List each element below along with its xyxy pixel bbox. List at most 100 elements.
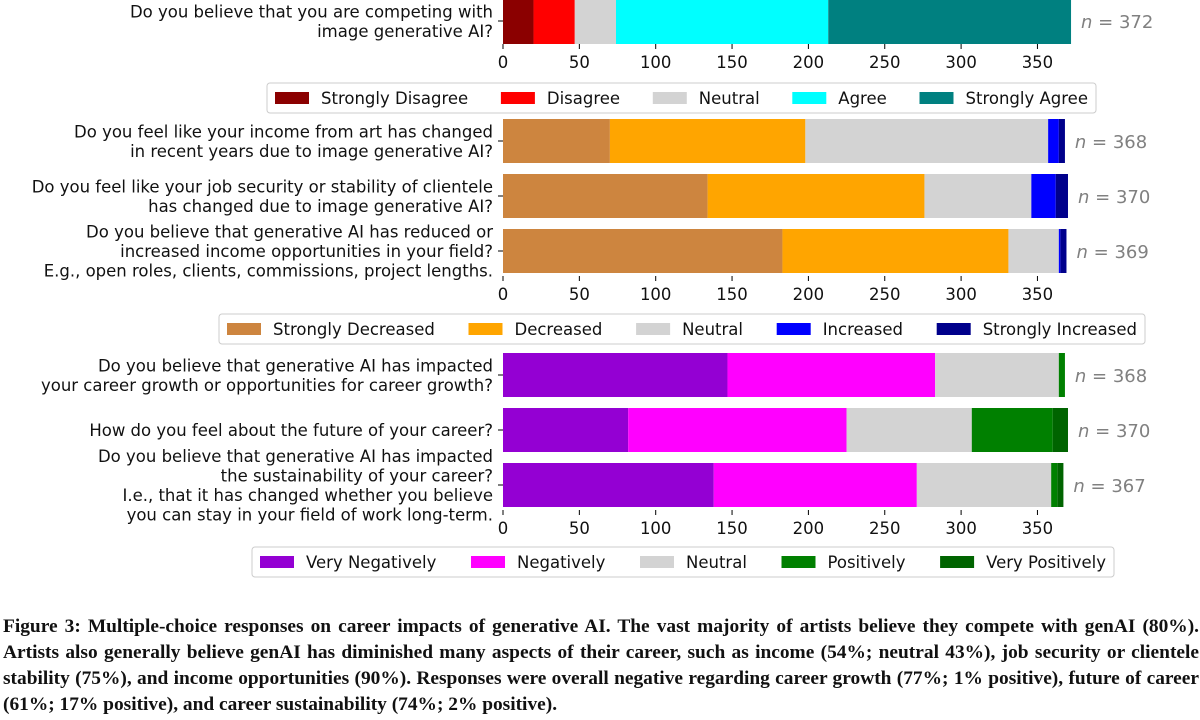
- legend-swatch-strongly-increased: [936, 323, 971, 335]
- bar-segment-increased: [1058, 229, 1061, 273]
- bar-segment-agree: [616, 0, 829, 44]
- n-label: n = 372: [1081, 12, 1153, 33]
- question-label: your career growth or opportunities for …: [41, 376, 493, 395]
- x-tick-label: 200: [793, 285, 825, 304]
- question-label: E.g., open roles, clients, commissions, …: [44, 262, 493, 281]
- x-tick-label: 150: [716, 53, 748, 72]
- legend-label: Strongly Disagree: [321, 89, 468, 108]
- legend-swatch-strongly-disagree: [275, 92, 309, 104]
- bar-segment-positively: [1051, 463, 1058, 507]
- legend-swatch-positively: [781, 556, 816, 568]
- n-label: n = 368: [1075, 366, 1147, 387]
- bar-segment-neutral: [1008, 229, 1059, 273]
- bar-segment-positively: [1058, 353, 1065, 397]
- legend-swatch-negatively: [471, 556, 505, 568]
- legend-swatch-decreased: [468, 323, 503, 335]
- legend-box: [251, 546, 1115, 578]
- x-tick-label: 200: [793, 53, 825, 72]
- bar-segment-negatively: [727, 353, 936, 397]
- bar-segment-increased: [1031, 174, 1056, 218]
- legend-label: Disagree: [547, 89, 620, 108]
- figure-caption: Figure 3: Multiple-choice responses on c…: [3, 616, 1199, 715]
- legend-label: Neutral: [682, 320, 743, 339]
- legend-swatch-strongly-agree: [919, 92, 954, 104]
- question-label: Do you believe that generative AI has im…: [98, 356, 493, 375]
- question-label: Do you feel like your income from art ha…: [74, 122, 493, 141]
- x-tick-label: 100: [640, 53, 672, 72]
- bar-segment-neutral: [574, 0, 616, 44]
- x-tick-label: 350: [1022, 519, 1054, 538]
- legend-swatch-agree: [792, 92, 827, 104]
- legend-label: Very Negatively: [306, 553, 437, 572]
- legend-label: Negatively: [517, 553, 606, 572]
- legend-label: Strongly Agree: [966, 89, 1088, 108]
- bar-segment-neutral: [935, 353, 1059, 397]
- x-tick-label: 0: [498, 285, 509, 304]
- question-label: has changed due to image generative AI?: [148, 197, 493, 216]
- legend-label: Strongly Increased: [983, 320, 1137, 339]
- question-label: I.e., that it has changed whether you be…: [122, 486, 493, 505]
- bar-segment-very-positively: [1052, 408, 1068, 452]
- legend-swatch-neutral: [636, 323, 671, 335]
- legend-box: [218, 313, 1146, 345]
- bar-segment-negatively: [628, 408, 847, 452]
- question-label: Do you believe that generative AI has im…: [98, 447, 493, 466]
- question-label: image generative AI?: [317, 22, 493, 41]
- bar-segment-disagree: [533, 0, 575, 44]
- bar-segment-neutral: [805, 119, 1049, 163]
- bar-segment-strongly-decreased: [503, 174, 708, 218]
- legend-swatch-disagree: [500, 92, 535, 104]
- bar-segment-very-positively: [1057, 463, 1064, 507]
- bar-segment-negatively: [713, 463, 917, 507]
- x-tick-label: 0: [498, 53, 509, 72]
- x-tick-label: 150: [716, 285, 748, 304]
- bar-segment-neutral: [924, 174, 1032, 218]
- legend-swatch-increased: [776, 323, 811, 335]
- legend-label: Decreased: [515, 320, 603, 339]
- bar-segment-very-negatively: [503, 353, 728, 397]
- x-tick-label: 350: [1022, 285, 1054, 304]
- x-tick-label: 350: [1022, 53, 1054, 72]
- n-label: n = 370: [1078, 421, 1150, 442]
- bar-segment-neutral: [916, 463, 1052, 507]
- bar-segment-neutral: [846, 408, 972, 452]
- legend-label: Positively: [828, 553, 906, 572]
- x-tick-label: 0: [498, 519, 509, 538]
- question-label: Do you feel like your job security or st…: [32, 177, 493, 196]
- legend-swatch-neutral: [652, 92, 687, 104]
- bar-segment-strongly-increased: [1060, 229, 1067, 273]
- x-tick-label: 250: [869, 519, 901, 538]
- question-label: you can stay in your field of work long-…: [127, 505, 493, 524]
- legend-swatch-very-positively: [940, 556, 975, 568]
- bar-segment-very-negatively: [503, 408, 629, 452]
- n-label: n = 368: [1075, 132, 1147, 153]
- question-label: How do you feel about the future of your…: [89, 421, 493, 440]
- legend-label: Neutral: [686, 553, 747, 572]
- x-tick-label: 250: [869, 53, 901, 72]
- bar-segment-strongly-decreased: [503, 119, 610, 163]
- bar-segment-strongly-increased: [1055, 174, 1068, 218]
- question-label: Do you believe that generative AI has re…: [86, 223, 493, 242]
- question-label: the sustainability of your career?: [221, 466, 493, 485]
- x-tick-label: 300: [945, 285, 977, 304]
- x-tick-label: 150: [716, 519, 748, 538]
- bar-segment-decreased: [782, 229, 1009, 273]
- x-tick-label: 200: [793, 519, 825, 538]
- legend-swatch-neutral: [640, 556, 674, 568]
- legend-swatch-strongly-decreased: [227, 323, 261, 335]
- question-label: Do you believe that you are competing wi…: [130, 2, 493, 21]
- n-label: n = 367: [1073, 476, 1145, 497]
- legend-label: Neutral: [699, 89, 760, 108]
- legend-label: Very Positively: [986, 553, 1106, 572]
- x-tick-label: 300: [945, 519, 977, 538]
- bar-segment-strongly-decreased: [503, 229, 783, 273]
- bar-segment-strongly-increased: [1058, 119, 1065, 163]
- x-tick-label: 50: [569, 285, 590, 304]
- legend-label: Increased: [823, 320, 903, 339]
- x-tick-label: 100: [640, 519, 672, 538]
- x-tick-label: 50: [569, 519, 590, 538]
- question-label: in recent years due to image generative …: [130, 142, 493, 161]
- bar-segment-positively: [971, 408, 1053, 452]
- x-tick-label: 300: [945, 53, 977, 72]
- legend-swatch-very-negatively: [260, 556, 294, 568]
